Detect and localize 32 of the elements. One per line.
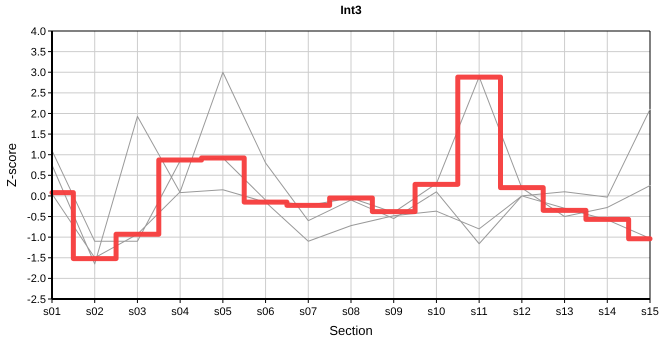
- y-tick-label: 1.5: [30, 128, 46, 141]
- y-tick-label: 2.5: [30, 88, 46, 100]
- x-tick-label: s11: [470, 306, 488, 318]
- y-tick-label: 0.5: [30, 170, 46, 182]
- y-tick-label: 3.0: [30, 67, 46, 80]
- y-tick-label: 2.0: [30, 108, 46, 120]
- x-tick-label: s14: [598, 306, 616, 318]
- y-tick-label: 1.0: [30, 150, 46, 162]
- x-tick-label: s08: [342, 306, 360, 318]
- y-axis-title: Z-score: [4, 142, 19, 188]
- x-tick-label: s02: [86, 306, 104, 318]
- x-tick-label: s05: [214, 306, 232, 318]
- x-tick-label: s03: [128, 306, 146, 318]
- x-tick-label: s04: [171, 306, 190, 318]
- x-axis-title: Section: [329, 323, 373, 338]
- x-tick-label: s06: [256, 306, 274, 318]
- y-tick-label: -1.0: [27, 232, 46, 244]
- y-tick-label: -2.5: [27, 294, 46, 306]
- x-tick-label: s07: [299, 306, 318, 318]
- x-tick-label: s01: [43, 306, 61, 318]
- y-tick-label: 3.5: [30, 46, 46, 58]
- x-tick-label: s13: [556, 306, 574, 318]
- chart-title: Int3: [340, 3, 362, 17]
- y-tick-label: -0.5: [27, 211, 46, 224]
- x-tick-label: s15: [641, 306, 659, 318]
- y-tick-label: 0.0: [30, 190, 46, 203]
- y-tick-label: 4.0: [30, 26, 46, 38]
- y-tick-label: -1.5: [27, 252, 46, 265]
- x-tick-label: s09: [384, 306, 403, 318]
- y-tick-label: -2.0: [27, 273, 46, 286]
- x-tick-label: s12: [512, 306, 531, 318]
- x-tick-label: s10: [428, 306, 446, 318]
